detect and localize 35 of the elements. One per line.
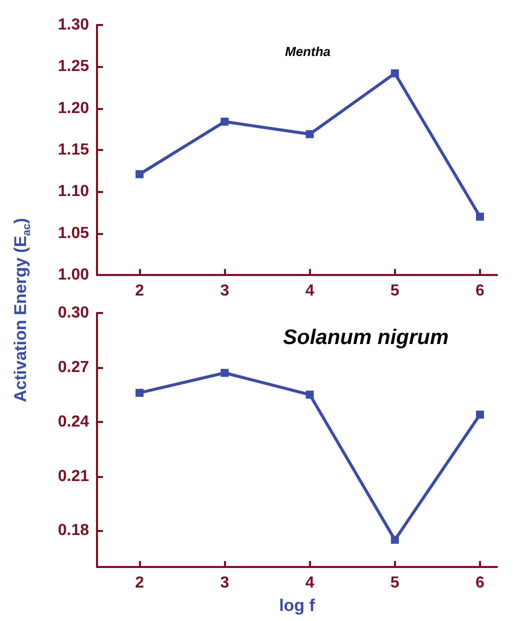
point	[136, 388, 144, 397]
y-tick-label: 0.27	[58, 358, 90, 376]
y-tick-label: 0.21	[58, 468, 90, 485]
y-tick-label: 1.05	[58, 224, 90, 242]
x-tick-label: 4	[305, 282, 314, 300]
y-tick-label: 1.10	[58, 183, 90, 200]
y-tick-label: 0.30	[58, 304, 90, 322]
point	[390, 69, 399, 78]
y-tick-label: 1.20	[58, 100, 90, 117]
point	[136, 170, 144, 178]
x-tick-label: 6	[476, 282, 485, 300]
x-tick-label: 3	[220, 574, 230, 592]
point	[476, 212, 484, 221]
y-tick-label: 1.25	[58, 58, 90, 76]
point	[390, 536, 399, 544]
y-tick-label: 1.00	[58, 266, 90, 284]
x-axis-title: log f	[279, 596, 316, 615]
y-tick-label: 0.24	[58, 413, 90, 430]
y-tick-label: 1.30	[58, 16, 90, 34]
x-tick-label: 3	[220, 282, 230, 300]
x-tick-label: 2	[135, 574, 144, 592]
text: Mentha	[285, 44, 330, 59]
x-tick-label: 4	[305, 574, 314, 592]
x-tick-label: 2	[135, 282, 144, 300]
point	[306, 390, 314, 399]
x-tick-label: 5	[390, 282, 400, 300]
y-tick-label: 0.18	[58, 522, 90, 540]
point	[220, 368, 229, 377]
point	[220, 118, 229, 126]
x-tick-label: 6	[476, 574, 485, 592]
text: Solanum nigrum	[283, 326, 449, 349]
point	[306, 130, 314, 138]
x-tick-label: 5	[390, 574, 400, 592]
y-tick-label: 1.15	[58, 142, 90, 158]
point	[476, 410, 484, 419]
